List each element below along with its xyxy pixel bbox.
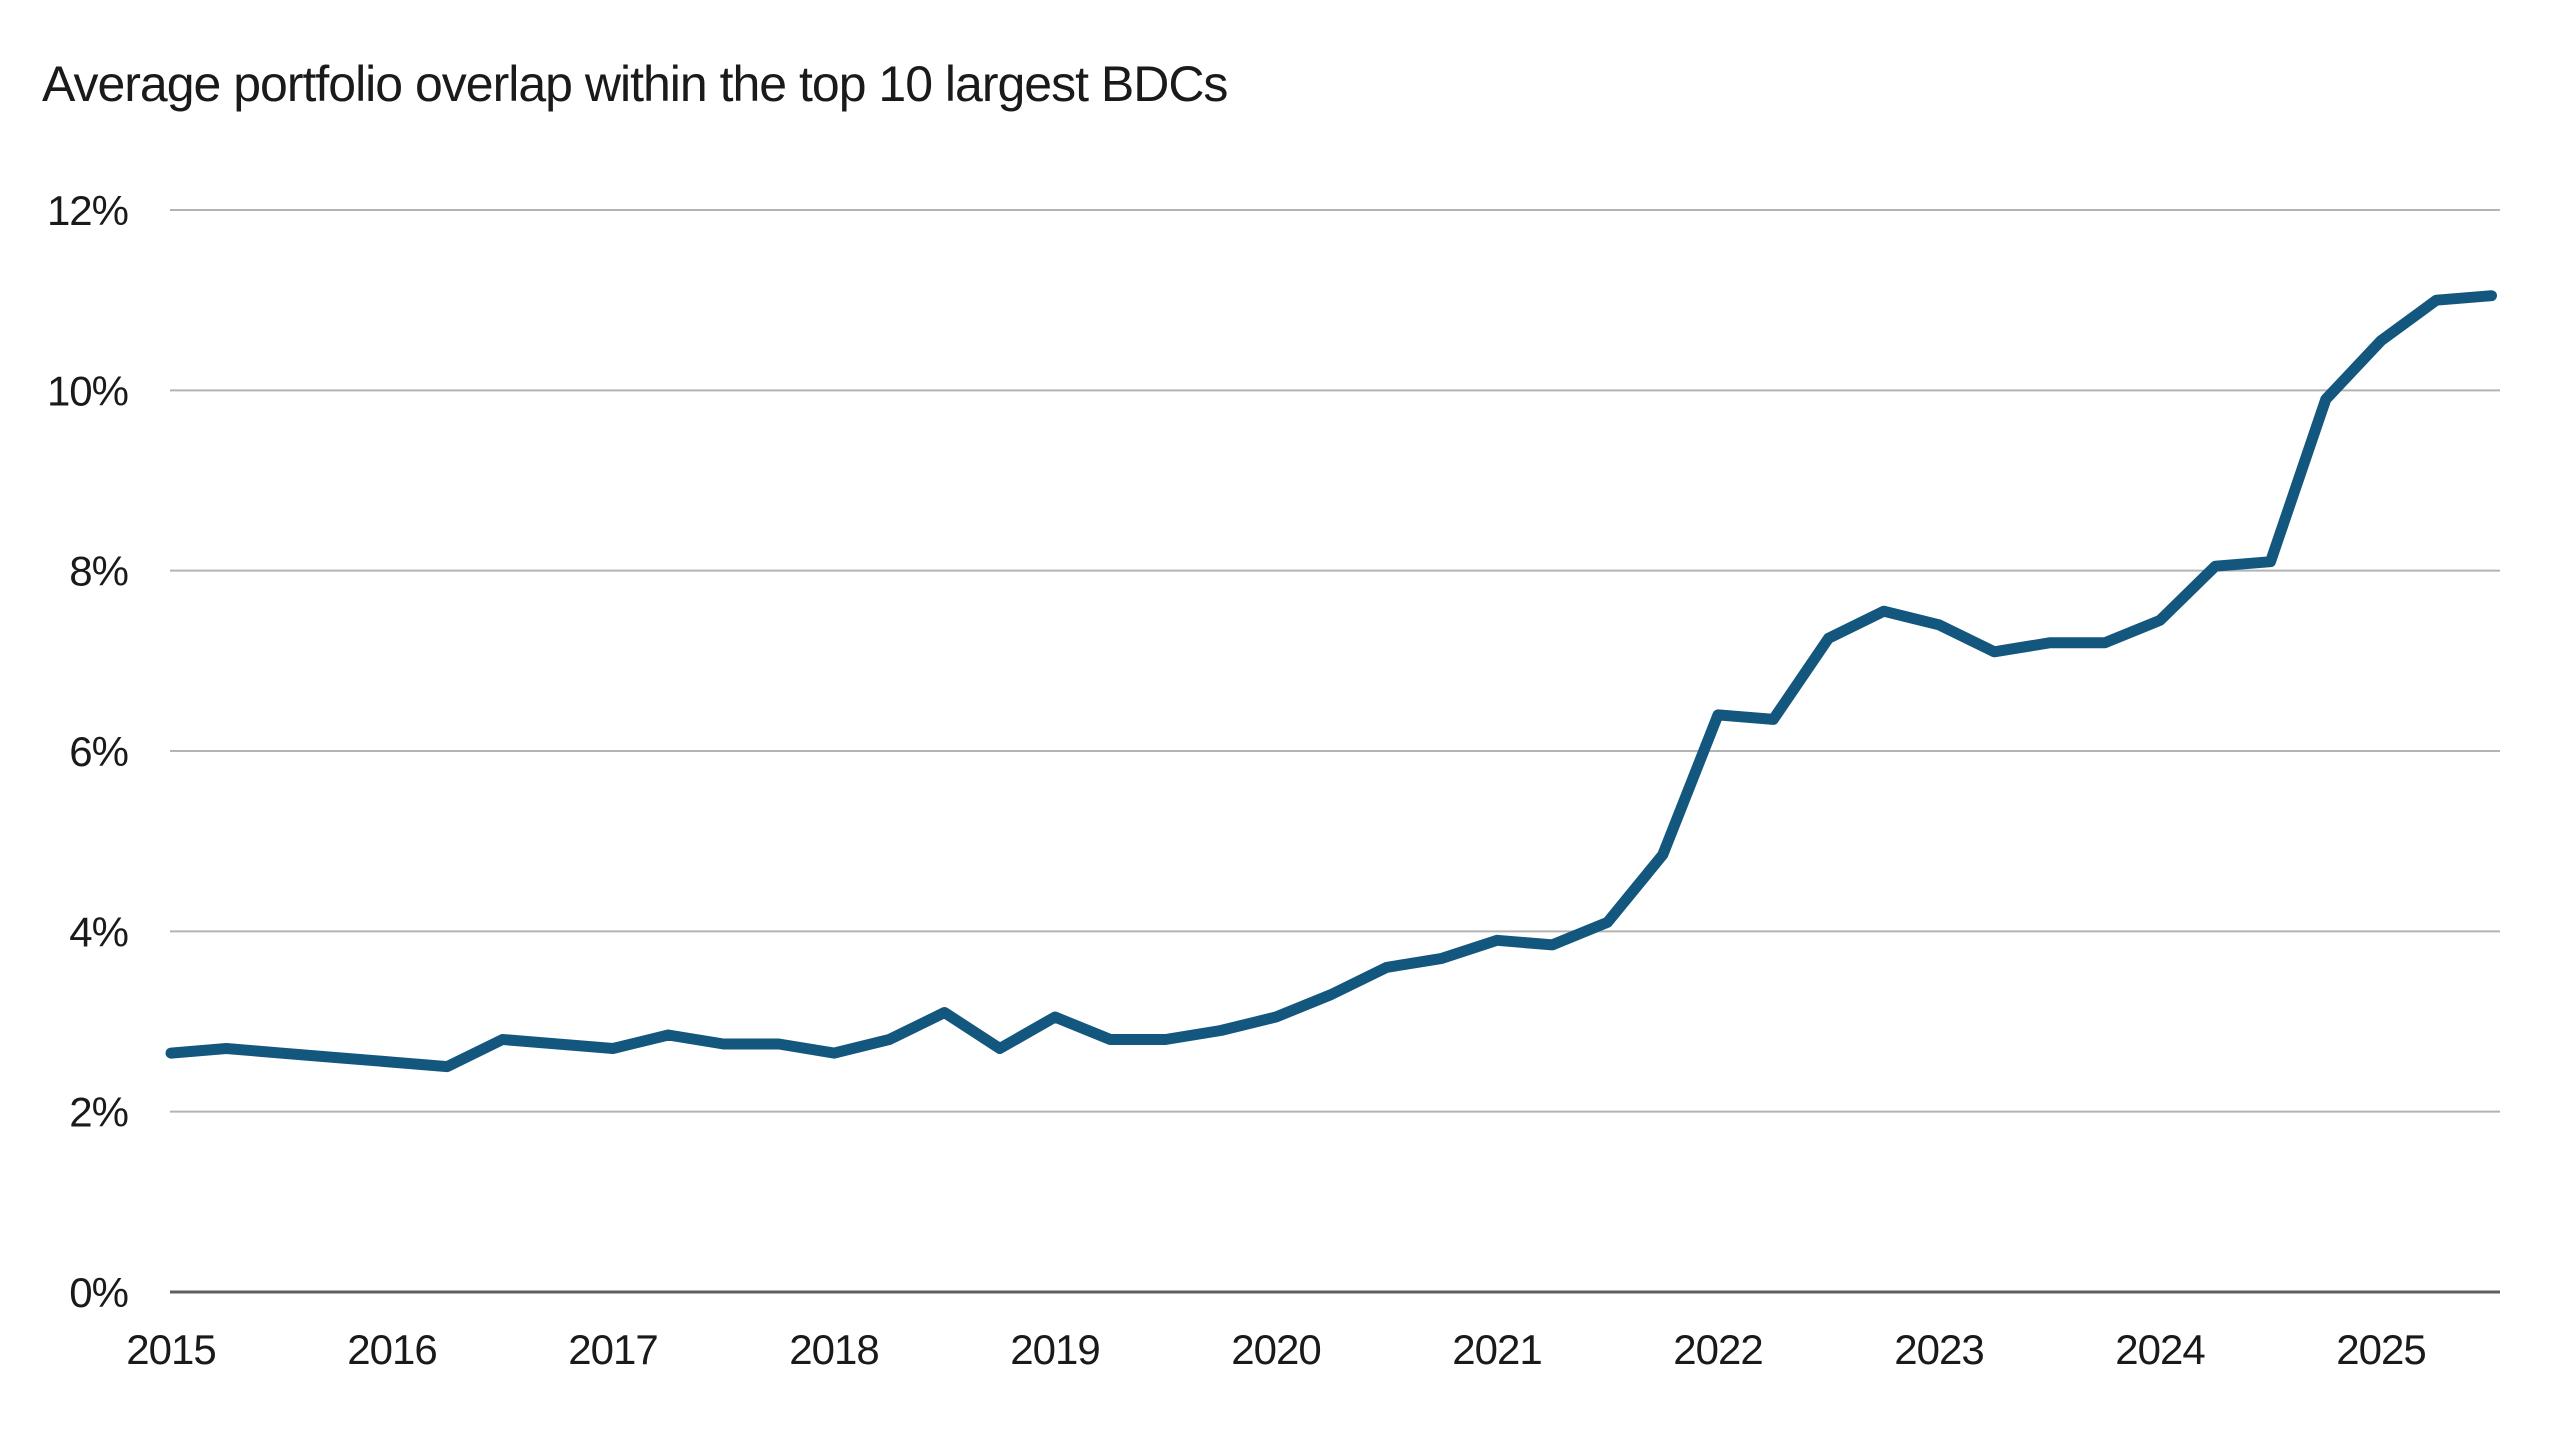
x-tick-label: 2018 [789, 1326, 878, 1373]
y-tick-label: 6% [69, 728, 128, 775]
x-tick-label: 2019 [1010, 1326, 1099, 1373]
x-tick-label: 2016 [347, 1326, 436, 1373]
x-tick-label: 2021 [1452, 1326, 1541, 1373]
y-tick-label: 4% [69, 908, 128, 955]
y-tick-label: 10% [47, 367, 128, 414]
chart-title: Average portfolio overlap within the top… [42, 56, 1228, 112]
x-tick-label: 2017 [568, 1326, 657, 1373]
series-line [165, 290, 2497, 1073]
x-tick-label: 2020 [1231, 1326, 1320, 1373]
y-tick-label: 12% [47, 187, 128, 234]
y-tick-label: 0% [69, 1269, 128, 1316]
x-tick-label: 2023 [1894, 1326, 1983, 1373]
x-tick-label: 2022 [1673, 1326, 1762, 1373]
x-tick-label: 2024 [2115, 1326, 2205, 1373]
y-tick-label: 8% [69, 548, 128, 595]
y-tick-label: 2% [69, 1089, 128, 1136]
x-tick-label: 2015 [126, 1326, 215, 1373]
x-tick-label: 2025 [2336, 1326, 2425, 1373]
